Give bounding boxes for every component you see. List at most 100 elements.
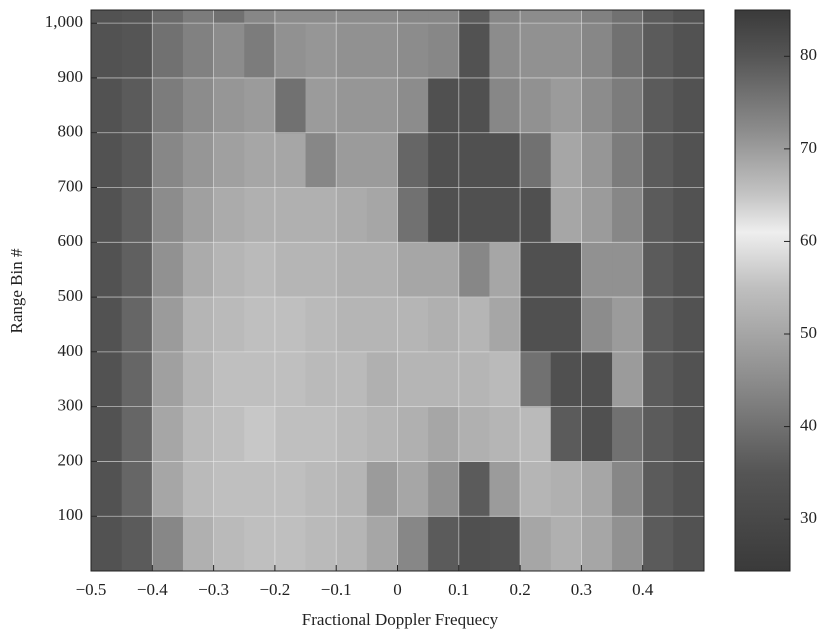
heatmap-cell bbox=[642, 351, 674, 408]
heatmap-cell bbox=[366, 132, 398, 189]
heatmap-cell bbox=[336, 297, 368, 353]
heatmap-cell bbox=[550, 351, 582, 408]
heatmap-cell bbox=[336, 406, 368, 462]
heatmap-cell bbox=[91, 516, 123, 572]
heatmap-cell bbox=[397, 187, 429, 243]
heatmap-cell bbox=[489, 187, 521, 243]
heatmap-cell bbox=[489, 10, 521, 24]
heatmap-cell bbox=[244, 77, 276, 134]
heatmap-cell bbox=[397, 242, 429, 298]
heatmap-cell bbox=[612, 406, 644, 462]
heatmap-cell bbox=[458, 297, 490, 353]
heatmap-cell bbox=[121, 406, 153, 462]
heatmap-cell bbox=[458, 23, 490, 79]
heatmap-cell bbox=[673, 297, 705, 353]
heatmap-cell bbox=[489, 132, 521, 189]
x-tick-label: −0.1 bbox=[321, 580, 352, 599]
heatmap-cell bbox=[213, 297, 245, 353]
heatmap-cell bbox=[458, 351, 490, 408]
heatmap-cell bbox=[612, 77, 644, 134]
heatmap-cell bbox=[673, 132, 705, 189]
heatmap-cell bbox=[520, 242, 552, 298]
heatmap-cell bbox=[305, 10, 337, 24]
heatmap-cell bbox=[213, 10, 245, 24]
heatmap-cell bbox=[489, 461, 521, 517]
heatmap-cell bbox=[182, 242, 215, 298]
heatmap-cell bbox=[581, 516, 613, 572]
heatmap-cell bbox=[581, 461, 613, 517]
heatmap-cell bbox=[428, 351, 460, 408]
x-tick-label: 0.3 bbox=[571, 580, 592, 599]
heatmap-cell bbox=[244, 10, 276, 24]
heatmap-cell bbox=[550, 187, 582, 243]
heatmap-cell bbox=[612, 351, 644, 408]
heatmap-cell bbox=[520, 187, 552, 243]
heatmap-cell bbox=[305, 23, 337, 79]
heatmap-cell bbox=[274, 242, 307, 298]
heatmap-cell bbox=[305, 406, 337, 462]
heatmap-cell bbox=[213, 406, 245, 462]
heatmap-cell bbox=[520, 132, 552, 189]
heatmap-cell bbox=[642, 77, 674, 134]
heatmap-cell bbox=[581, 242, 613, 298]
heatmap-cell bbox=[489, 242, 521, 298]
heatmap-cell bbox=[520, 516, 552, 572]
heatmap-cell bbox=[550, 461, 582, 517]
heatmap-cell bbox=[274, 77, 307, 134]
heatmap-cell bbox=[244, 516, 276, 572]
heatmap-cell bbox=[305, 516, 337, 572]
heatmap-cell bbox=[274, 351, 307, 408]
heatmap-cell bbox=[520, 10, 552, 24]
heatmap-cell bbox=[366, 23, 398, 79]
heatmap-cell bbox=[182, 351, 215, 408]
y-tick-label: 1,000 bbox=[45, 12, 83, 31]
heatmap-cell bbox=[673, 187, 705, 243]
heatmap-cell bbox=[428, 297, 460, 353]
heatmap-cell bbox=[428, 242, 460, 298]
y-tick-label: 800 bbox=[58, 122, 84, 141]
heatmap-cell bbox=[673, 242, 705, 298]
colorbar-tick-label: 30 bbox=[800, 508, 817, 527]
heatmap-cell bbox=[428, 516, 460, 572]
heatmap-cell bbox=[274, 516, 307, 572]
heatmap-cell bbox=[182, 132, 215, 189]
heatmap-cell bbox=[520, 23, 552, 79]
heatmap-cell bbox=[428, 10, 460, 24]
heatmap-cell bbox=[550, 516, 582, 572]
heatmap-cell bbox=[642, 461, 674, 517]
heatmap-cell bbox=[581, 187, 613, 243]
heatmap-cell bbox=[336, 351, 368, 408]
heatmap-cell bbox=[152, 132, 184, 189]
y-tick-label: 700 bbox=[58, 176, 84, 195]
heatmap-cell bbox=[336, 132, 368, 189]
heatmap-cell bbox=[152, 187, 184, 243]
heatmap-cell bbox=[673, 406, 705, 462]
heatmap-cell bbox=[673, 77, 705, 134]
heatmap-cell bbox=[520, 351, 552, 408]
x-tick-label: 0.2 bbox=[509, 580, 530, 599]
heatmap-cell bbox=[642, 187, 674, 243]
heatmap-cell bbox=[489, 23, 521, 79]
heatmap-cell bbox=[91, 297, 123, 353]
heatmap-cell bbox=[121, 297, 153, 353]
heatmap-cell bbox=[612, 10, 644, 24]
heatmap-cell bbox=[152, 516, 184, 572]
heatmap-cell bbox=[458, 461, 490, 517]
heatmap-cell bbox=[673, 461, 705, 517]
x-tick-label: 0 bbox=[393, 580, 402, 599]
heatmap-cell bbox=[91, 187, 123, 243]
x-tick-label: −0.5 bbox=[76, 580, 107, 599]
heatmap-cell bbox=[274, 10, 307, 24]
heatmap-cell bbox=[152, 351, 184, 408]
heatmap-cell bbox=[642, 10, 674, 24]
heatmap-cell bbox=[458, 187, 490, 243]
heatmap-cell bbox=[397, 406, 429, 462]
heatmap-cell bbox=[612, 132, 644, 189]
heatmap-cell bbox=[121, 516, 153, 572]
heatmap-cell bbox=[612, 297, 644, 353]
y-tick-label: 300 bbox=[58, 396, 84, 415]
heatmap-cell bbox=[152, 77, 184, 134]
heatmap-cell bbox=[366, 187, 398, 243]
heatmap-cell bbox=[642, 406, 674, 462]
heatmap-cell bbox=[152, 297, 184, 353]
